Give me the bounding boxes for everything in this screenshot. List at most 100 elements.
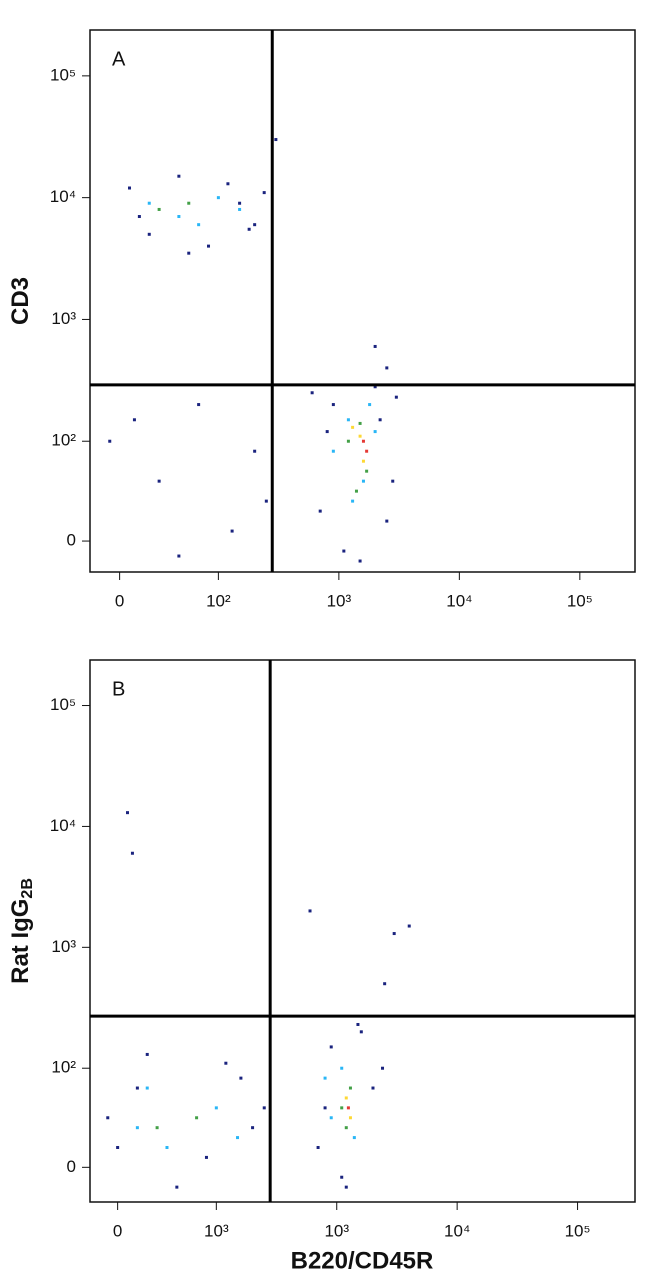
x-tick-label: 10³: [204, 1221, 229, 1240]
event-dot: [253, 449, 257, 453]
event-dot: [230, 529, 234, 533]
event-dot: [351, 425, 355, 429]
event-dot: [187, 251, 191, 255]
y-axis-title: Rat IgG2B: [7, 878, 36, 984]
event-dot: [310, 391, 314, 395]
x-tick-label: 10³: [327, 591, 352, 610]
event-dot: [214, 1106, 218, 1110]
event-dot: [340, 1066, 344, 1070]
event-dot: [195, 1116, 199, 1120]
event-dot: [116, 1145, 120, 1149]
y-tick-label: 10³: [51, 309, 76, 328]
event-dot: [323, 1106, 327, 1110]
x-tick-label: 0: [113, 1221, 122, 1240]
event-dot: [358, 421, 362, 425]
event-dot: [342, 549, 346, 553]
event-dot: [344, 1185, 348, 1189]
event-dot: [371, 1086, 375, 1090]
event-dot: [197, 223, 201, 227]
event-dot: [236, 1136, 240, 1140]
event-dot: [316, 1145, 320, 1149]
y-tick-label: 10⁵: [50, 65, 76, 84]
plot-frame: [89, 659, 636, 1203]
event-dot: [177, 215, 181, 219]
event-dot: [147, 232, 151, 236]
y-tick-label: 10⁵: [50, 695, 76, 714]
x-tick-label: 0: [115, 591, 124, 610]
event-dot: [331, 449, 335, 453]
event-dot: [323, 1076, 327, 1080]
event-dot: [368, 403, 372, 407]
event-dot: [331, 403, 335, 407]
event-dot: [308, 909, 312, 913]
event-dot: [346, 439, 350, 443]
event-dot: [238, 201, 242, 205]
event-dot: [348, 1116, 352, 1120]
event-dot: [346, 1106, 350, 1110]
event-dot: [385, 366, 389, 370]
event-dot: [407, 924, 411, 928]
event-dot: [325, 430, 329, 434]
x-tick-label: 10⁴: [444, 1221, 470, 1240]
event-dot: [177, 554, 181, 558]
event-dot: [340, 1175, 344, 1179]
event-dot: [358, 434, 362, 438]
event-dot: [346, 418, 350, 422]
event-dot: [106, 1116, 110, 1120]
event-dot: [157, 479, 161, 483]
event-dot: [361, 459, 365, 463]
event-dot: [381, 1066, 385, 1070]
event-dot: [394, 395, 398, 399]
event-dot: [108, 439, 112, 443]
event-dot: [177, 174, 181, 178]
event-dot: [385, 519, 389, 523]
event-dot: [340, 1106, 344, 1110]
event-dot: [392, 932, 396, 936]
event-dot: [175, 1185, 179, 1189]
event-dot: [251, 1126, 255, 1130]
event-dot: [155, 1126, 159, 1130]
event-dot: [137, 215, 141, 219]
event-dot: [204, 1155, 208, 1159]
x-tick-label: 10³: [324, 1221, 349, 1240]
event-dot: [318, 509, 322, 513]
y-tick-label: 10⁴: [50, 187, 76, 206]
y-axis-title-text: CD3: [7, 277, 34, 325]
event-dot: [187, 201, 191, 205]
y-axis-title: CD3: [7, 277, 34, 325]
event-dot: [135, 1086, 139, 1090]
event-dot: [253, 223, 257, 227]
event-dot: [145, 1086, 149, 1090]
event-dot: [351, 499, 355, 503]
event-dot: [132, 418, 136, 422]
event-dot: [373, 430, 377, 434]
event-dot: [247, 227, 251, 231]
event-dot: [356, 1022, 360, 1026]
y-tick-label: 10⁴: [50, 816, 76, 835]
event-dot: [226, 182, 230, 186]
event-dot: [361, 479, 365, 483]
event-dot: [329, 1045, 333, 1049]
y-tick-label: 10²: [51, 431, 76, 450]
y-tick-label: 10²: [51, 1058, 76, 1077]
event-dot: [207, 244, 211, 248]
event-dot: [165, 1145, 169, 1149]
event-dot: [224, 1061, 228, 1065]
event-dot: [126, 811, 130, 815]
event-dot: [274, 138, 278, 142]
y-axis-title-text: Rat IgG: [7, 899, 34, 984]
event-dot: [130, 851, 134, 855]
event-dot: [359, 1030, 363, 1034]
event-dot: [391, 479, 395, 483]
event-dot: [216, 196, 220, 200]
event-dot: [157, 207, 161, 211]
event-dot: [264, 499, 268, 503]
event-dot: [361, 439, 365, 443]
event-dot: [262, 1106, 266, 1110]
event-dot: [145, 1052, 149, 1056]
event-dot: [239, 1076, 243, 1080]
plot-frame: [89, 29, 636, 573]
event-dot: [365, 469, 369, 473]
event-dot: [262, 191, 266, 195]
event-dot: [238, 207, 242, 211]
